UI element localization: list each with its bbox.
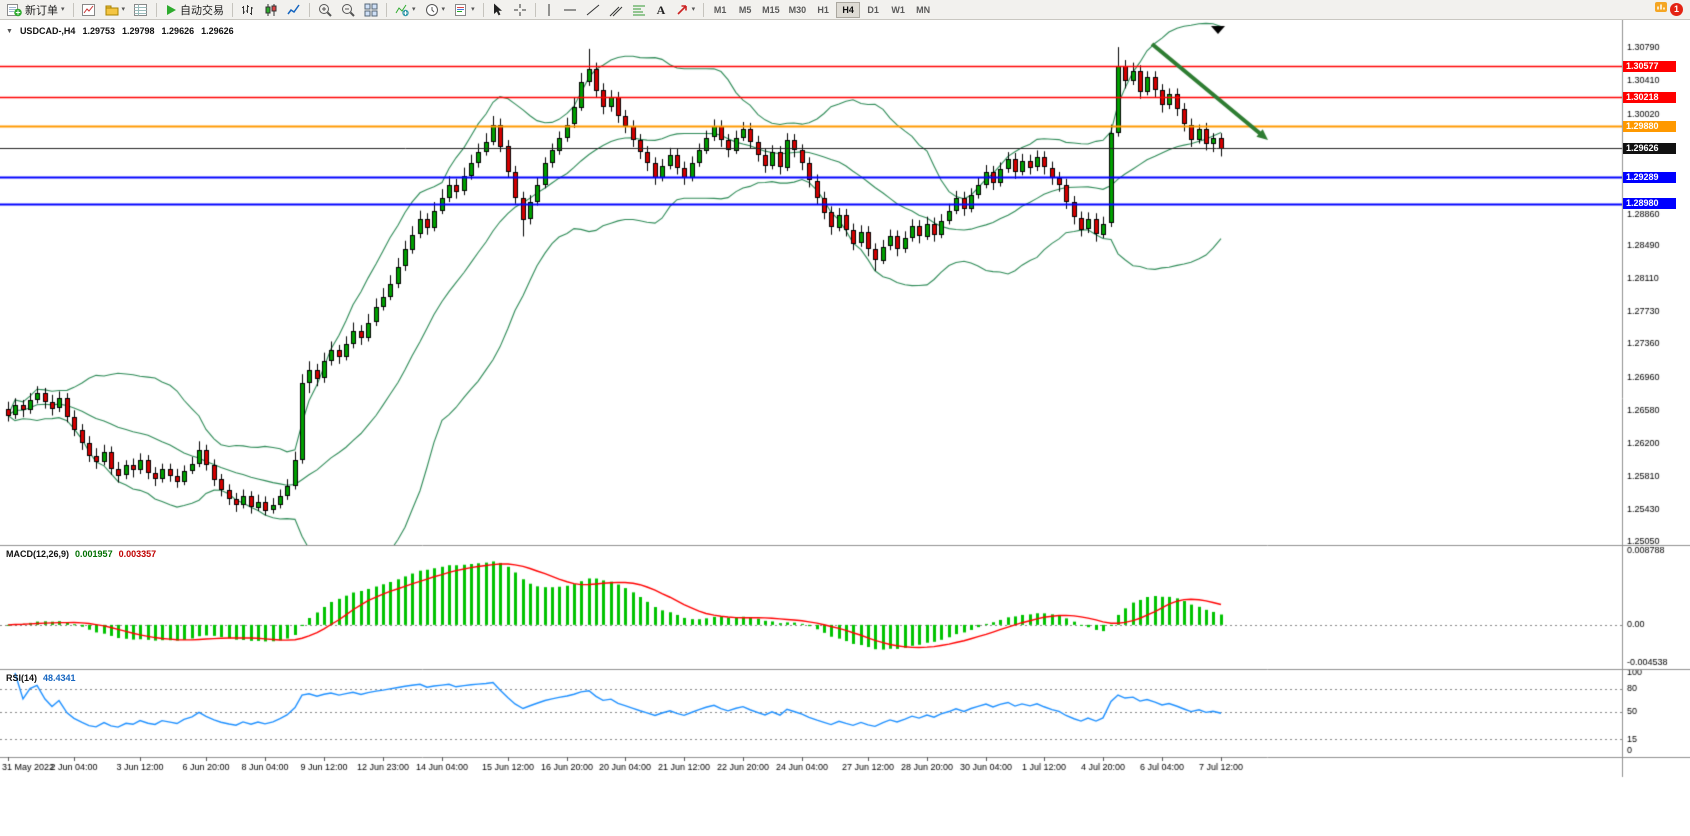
macd-signal-value: 0.003357: [118, 549, 157, 559]
toolbar-separator: [534, 2, 536, 17]
timeframe-m15-button[interactable]: M15: [758, 2, 784, 18]
bar-chart-icon: [241, 3, 255, 17]
timeframe-m5-button[interactable]: M5: [733, 2, 757, 18]
line-chart-icon: [287, 3, 301, 17]
chart-close-value: 1.29626: [201, 26, 234, 36]
text-tool-icon: A: [655, 3, 667, 16]
timeframe-d1-button[interactable]: D1: [861, 2, 885, 18]
timeframe-h1-button[interactable]: H1: [811, 2, 835, 18]
toolbar-horizontal-line-button[interactable]: [559, 1, 581, 19]
arrows-icon: [676, 3, 689, 16]
toolbar-periods-button[interactable]: ▾: [421, 1, 450, 19]
dropdown-caret-icon: ▾: [61, 5, 65, 13]
toolbar-crosshair-button[interactable]: [509, 1, 531, 19]
chart-open-value: 1.29753: [82, 26, 115, 36]
toolbar-new-order-button[interactable]: 新订单 ▾: [3, 1, 69, 19]
toolbar-autotrading-label: 自动交易: [180, 4, 225, 17]
toolbar: 新订单 ▾ ▾ 自动交易 ▾ ▾ ▾ A ▾ M1 M5 M15 M30 H1 H4 D1 W1 MN 1: [0, 0, 1690, 20]
toolbar-new-chart-button[interactable]: [78, 1, 100, 19]
macd-main-value: 0.001957: [75, 549, 113, 559]
dropdown-caret-icon: ▾: [691, 5, 696, 13]
horizontal-line-icon: [563, 5, 577, 15]
chart-window: ▼ USDCAD-,H4 1.29753 1.29798 1.29626 1.2…: [0, 20, 1690, 836]
candle-chart-icon: [264, 3, 278, 17]
tile-windows-icon: [364, 3, 378, 17]
macd-indicator-label: MACD(12,26,9) 0.001957 0.003357: [6, 549, 156, 559]
timeframe-mn-button[interactable]: MN: [911, 2, 935, 18]
toolbar-channel-button[interactable]: [605, 1, 627, 19]
timeframe-h4-button[interactable]: H4: [836, 1, 861, 18]
dropdown-caret-icon: ▾: [471, 5, 475, 13]
trendline-icon: [586, 3, 600, 17]
toolbar-separator: [482, 2, 484, 17]
chart-high-value: 1.29798: [122, 26, 155, 36]
price-chart-canvas[interactable]: [0, 20, 1690, 836]
periods-icon: [425, 3, 439, 17]
channel-icon: [609, 3, 623, 17]
timeframe-w1-button[interactable]: W1: [886, 2, 910, 18]
cursor-icon: [492, 3, 504, 17]
toolbar-separator: [232, 2, 234, 17]
dropdown-caret-icon: ▾: [121, 5, 126, 13]
vertical-line-icon: [544, 3, 554, 17]
zoom-out-icon: [341, 3, 355, 17]
macd-name: MACD(12,26,9): [6, 549, 70, 559]
rsi-indicator-label: RSI(14) 48.4341: [6, 673, 76, 683]
fibonacci-icon: [632, 3, 646, 17]
rsi-value: 48.4341: [43, 673, 76, 683]
zoom-in-icon: [318, 3, 332, 17]
chart-symbol-period: USDCAD-,H4: [19, 26, 76, 36]
toolbar-profiles-button[interactable]: ▾: [101, 1, 130, 19]
rsi-name: RSI(14): [6, 673, 38, 683]
toolbar-separator: [386, 2, 388, 17]
toolbar-autotrading-button[interactable]: 自动交易: [161, 1, 228, 19]
notifications-icon: [1654, 0, 1668, 19]
chart-title: ▼ USDCAD-,H4 1.29753 1.29798 1.29626 1.2…: [6, 26, 234, 36]
toolbar-line-chart-button[interactable]: [283, 1, 305, 19]
toolbar-right-group: 1: [1654, 0, 1687, 19]
toolbar-separator: [309, 2, 311, 17]
data-window-icon: [134, 3, 148, 17]
toolbar-separator: [703, 2, 705, 17]
toolbar-zoom-in-button[interactable]: [314, 1, 336, 19]
toolbar-arrows-button[interactable]: ▾: [672, 1, 700, 19]
timeframe-m30-button[interactable]: M30: [785, 2, 811, 18]
toolbar-trendline-button[interactable]: [582, 1, 604, 19]
one-click-trading-toggle[interactable]: ▼: [6, 27, 13, 35]
toolbar-data-window-button[interactable]: [130, 1, 152, 19]
toolbar-bar-chart-button[interactable]: [237, 1, 259, 19]
svg-text:A: A: [656, 3, 665, 16]
new-chart-icon: [81, 3, 96, 17]
templates-icon: [454, 3, 468, 17]
notification-badge[interactable]: 1: [1670, 3, 1683, 16]
chart-low-value: 1.29626: [161, 26, 195, 36]
toolbar-tile-windows-button[interactable]: [360, 1, 382, 19]
toolbar-candle-chart-button[interactable]: [260, 1, 282, 19]
toolbar-text-tool-button[interactable]: A: [651, 1, 671, 19]
new-order-icon: [7, 3, 22, 17]
toolbar-indicators-button[interactable]: ▾: [391, 1, 420, 19]
toolbar-zoom-out-button[interactable]: [337, 1, 359, 19]
toolbar-new-order-label: 新订单: [25, 4, 58, 17]
autotrading-icon: [165, 4, 177, 16]
toolbar-vertical-line-button[interactable]: [540, 1, 558, 19]
toolbar-separator: [72, 2, 74, 17]
crosshair-icon: [513, 3, 527, 17]
dropdown-caret-icon: ▾: [441, 5, 446, 13]
toolbar-separator: [156, 2, 158, 17]
timeframe-m1-button[interactable]: M1: [708, 2, 732, 18]
toolbar-fibonacci-button[interactable]: [628, 1, 650, 19]
toolbar-cursor-button[interactable]: [488, 1, 508, 19]
dropdown-caret-icon: ▾: [412, 5, 416, 13]
toolbar-templates-button[interactable]: ▾: [450, 1, 479, 19]
indicators-icon: [395, 3, 409, 17]
profiles-icon: [105, 3, 119, 17]
